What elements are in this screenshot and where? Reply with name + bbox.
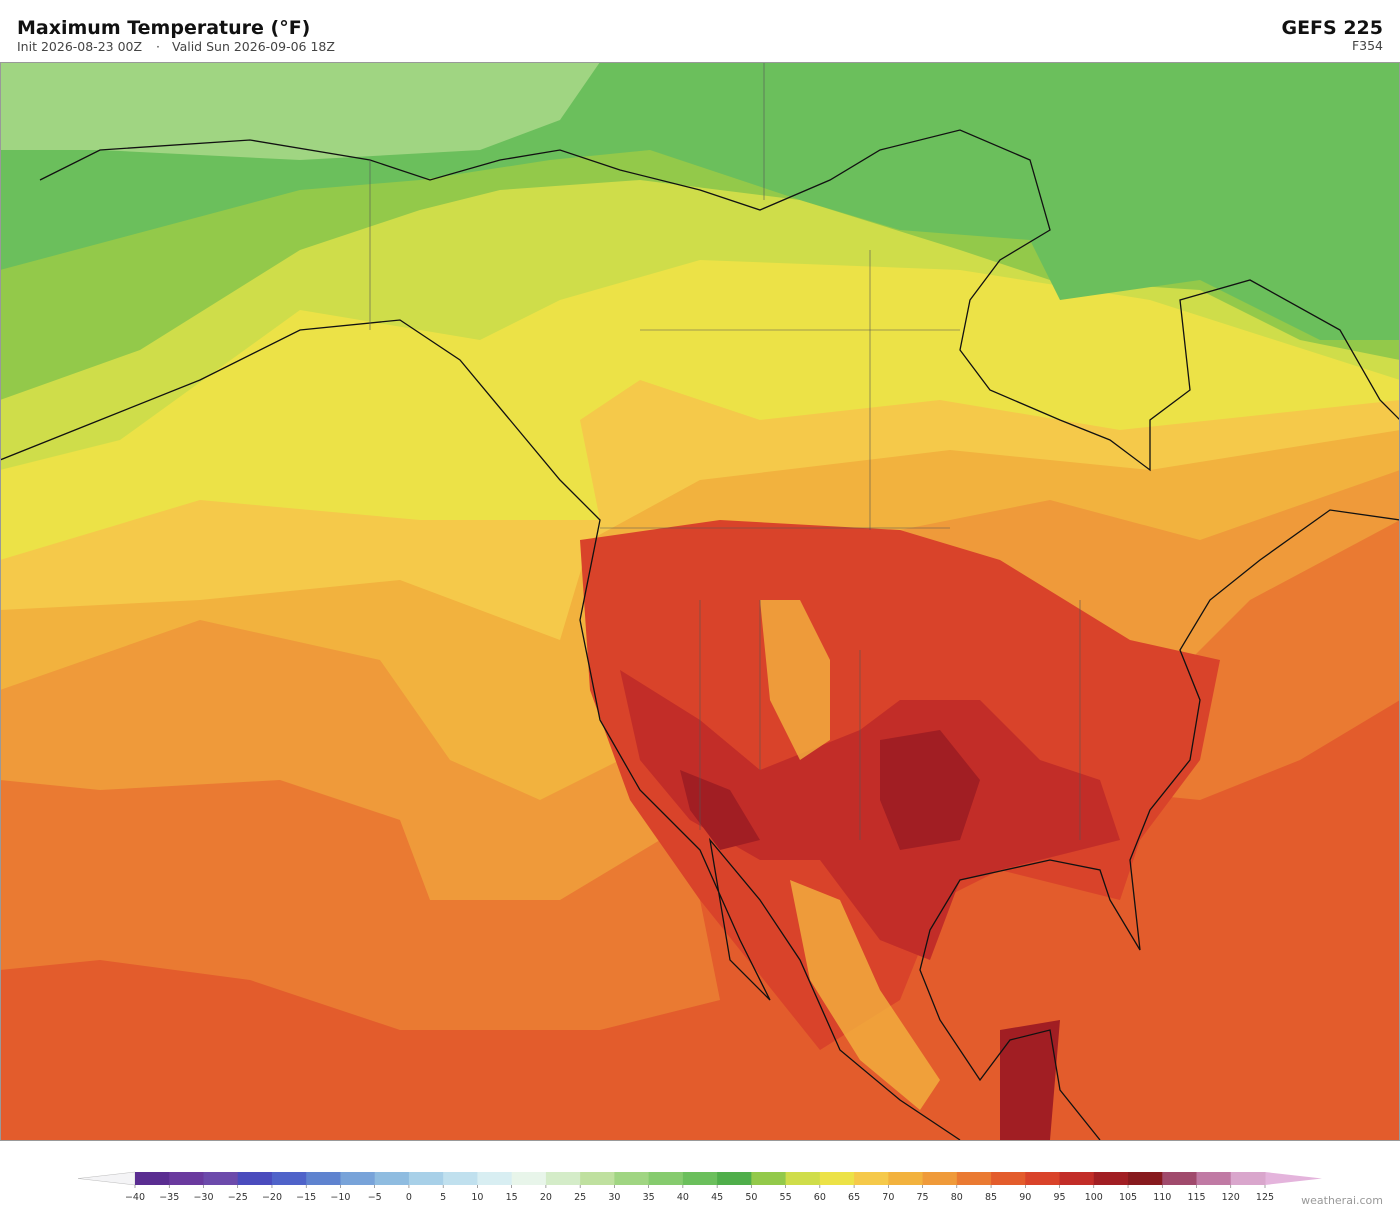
colorbar-bin [135,1172,170,1185]
colorbar-bin [511,1172,547,1185]
colorbar-bin [888,1172,924,1185]
colorbar-bin [1128,1172,1163,1185]
colorbar-bin [271,1172,307,1185]
colorbar-bin [1025,1172,1061,1185]
colorbar-tick-label: 80 [951,1192,963,1203]
colorbar-tick-label: 0 [406,1192,412,1203]
colorbar-bin [1059,1172,1095,1185]
colorbar-tick-label: 45 [711,1192,723,1203]
forecast-hour: F354 [1352,38,1383,53]
colorbar-tick-label: 100 [1085,1192,1103,1203]
colorbar-bin [169,1172,204,1185]
colorbar-bin [580,1172,615,1185]
colorbar-tick-label: −25 [228,1192,248,1203]
model-name: GEFS 225 [1281,17,1383,39]
field-hot [620,670,1120,960]
colorbar-tick-label: 10 [471,1192,483,1203]
colorbar-bin [1162,1172,1198,1185]
colorbar-over [1265,1172,1322,1185]
field-band [0,62,600,160]
colorbar-bin [956,1172,992,1185]
colorbar-bin [374,1172,410,1185]
colorbar-tick-label: 115 [1187,1192,1205,1203]
field-hottest [680,730,1060,1140]
colorbar-tick-label: −40 [125,1192,145,1203]
colorbar-tick-label: 55 [780,1192,792,1203]
colorbar-bin [477,1172,513,1185]
colorbar-bin [306,1172,341,1185]
colorbar-bin [648,1172,684,1185]
colorbar-bin [819,1172,855,1185]
colorbar-tick-label: 15 [506,1192,518,1203]
colorbar-tick-label: 60 [814,1192,826,1203]
colorbar-tick-label: 70 [882,1192,894,1203]
colorbar-bin [1196,1172,1232,1185]
colorbar-tick-label: 50 [745,1192,757,1203]
colorbar-tick-label: 110 [1153,1192,1171,1203]
colorbar-tick-label: −35 [159,1192,179,1203]
colorbar-tick-label: −30 [193,1192,213,1203]
colorbar-tick-label: 40 [677,1192,689,1203]
colorbar-tick-label: 105 [1119,1192,1137,1203]
colorbar-bin [340,1172,376,1185]
field-terrain [760,600,940,1110]
colorbar-tick-label: 75 [917,1192,929,1203]
coastline [0,129,1400,1141]
separator: · [156,39,160,54]
colorbar-tick-label: 25 [574,1192,586,1203]
borders [369,62,1081,840]
colorbar-tick-label: 65 [848,1192,860,1203]
colorbar: −40 −35 −30 −25 −20 −15 −10 −5 0 5 10 15 20 25 30 35 40 4… [77,1171,1322,1203]
colorbar-bin [1093,1172,1129,1185]
colorbar-bin [751,1172,787,1185]
valid-time: Valid Sun 2026-09-06 18Z [172,39,335,54]
colorbar-under [77,1171,136,1186]
colorbar-tick-label: 95 [1053,1192,1065,1203]
colorbar-tick-label: −20 [262,1192,282,1203]
map [0,62,1400,1141]
colorbar-bin [545,1172,581,1185]
colorbar-tick-label: 35 [643,1192,655,1203]
colorbar-bin [203,1172,239,1185]
init-time: Init 2026-08-23 00Z [17,39,142,54]
colorbar-tick-label: 85 [985,1192,997,1203]
credit: weatherai.com [1301,1194,1383,1207]
colorbar-tick-label: 30 [608,1192,620,1203]
colorbar-bin [237,1172,273,1185]
title: Maximum Temperature (°F) [17,17,310,39]
colorbar-bin [682,1172,718,1185]
colorbar-tick-label: −10 [330,1192,350,1203]
colorbar-bin [717,1172,752,1185]
colorbar-tick-label: 5 [440,1192,446,1203]
colorbar-bin [991,1172,1026,1185]
colorbar-tick-label: 120 [1222,1192,1240,1203]
colorbar-tick-label: −15 [296,1192,316,1203]
colorbar-tick-label: 90 [1019,1192,1031,1203]
colorbar-bin [922,1172,958,1185]
colorbar-tick-label: −5 [368,1192,382,1203]
colorbar-tick-label: 20 [540,1192,552,1203]
colorbar-bin [1230,1172,1266,1185]
colorbar-bin [408,1172,444,1185]
colorbar-bin [614,1172,650,1185]
colorbar-tick-label: 125 [1256,1192,1274,1203]
colorbar-bin [854,1172,889,1185]
colorbar-bin [785,1172,821,1185]
colorbar-bin [443,1172,478,1185]
